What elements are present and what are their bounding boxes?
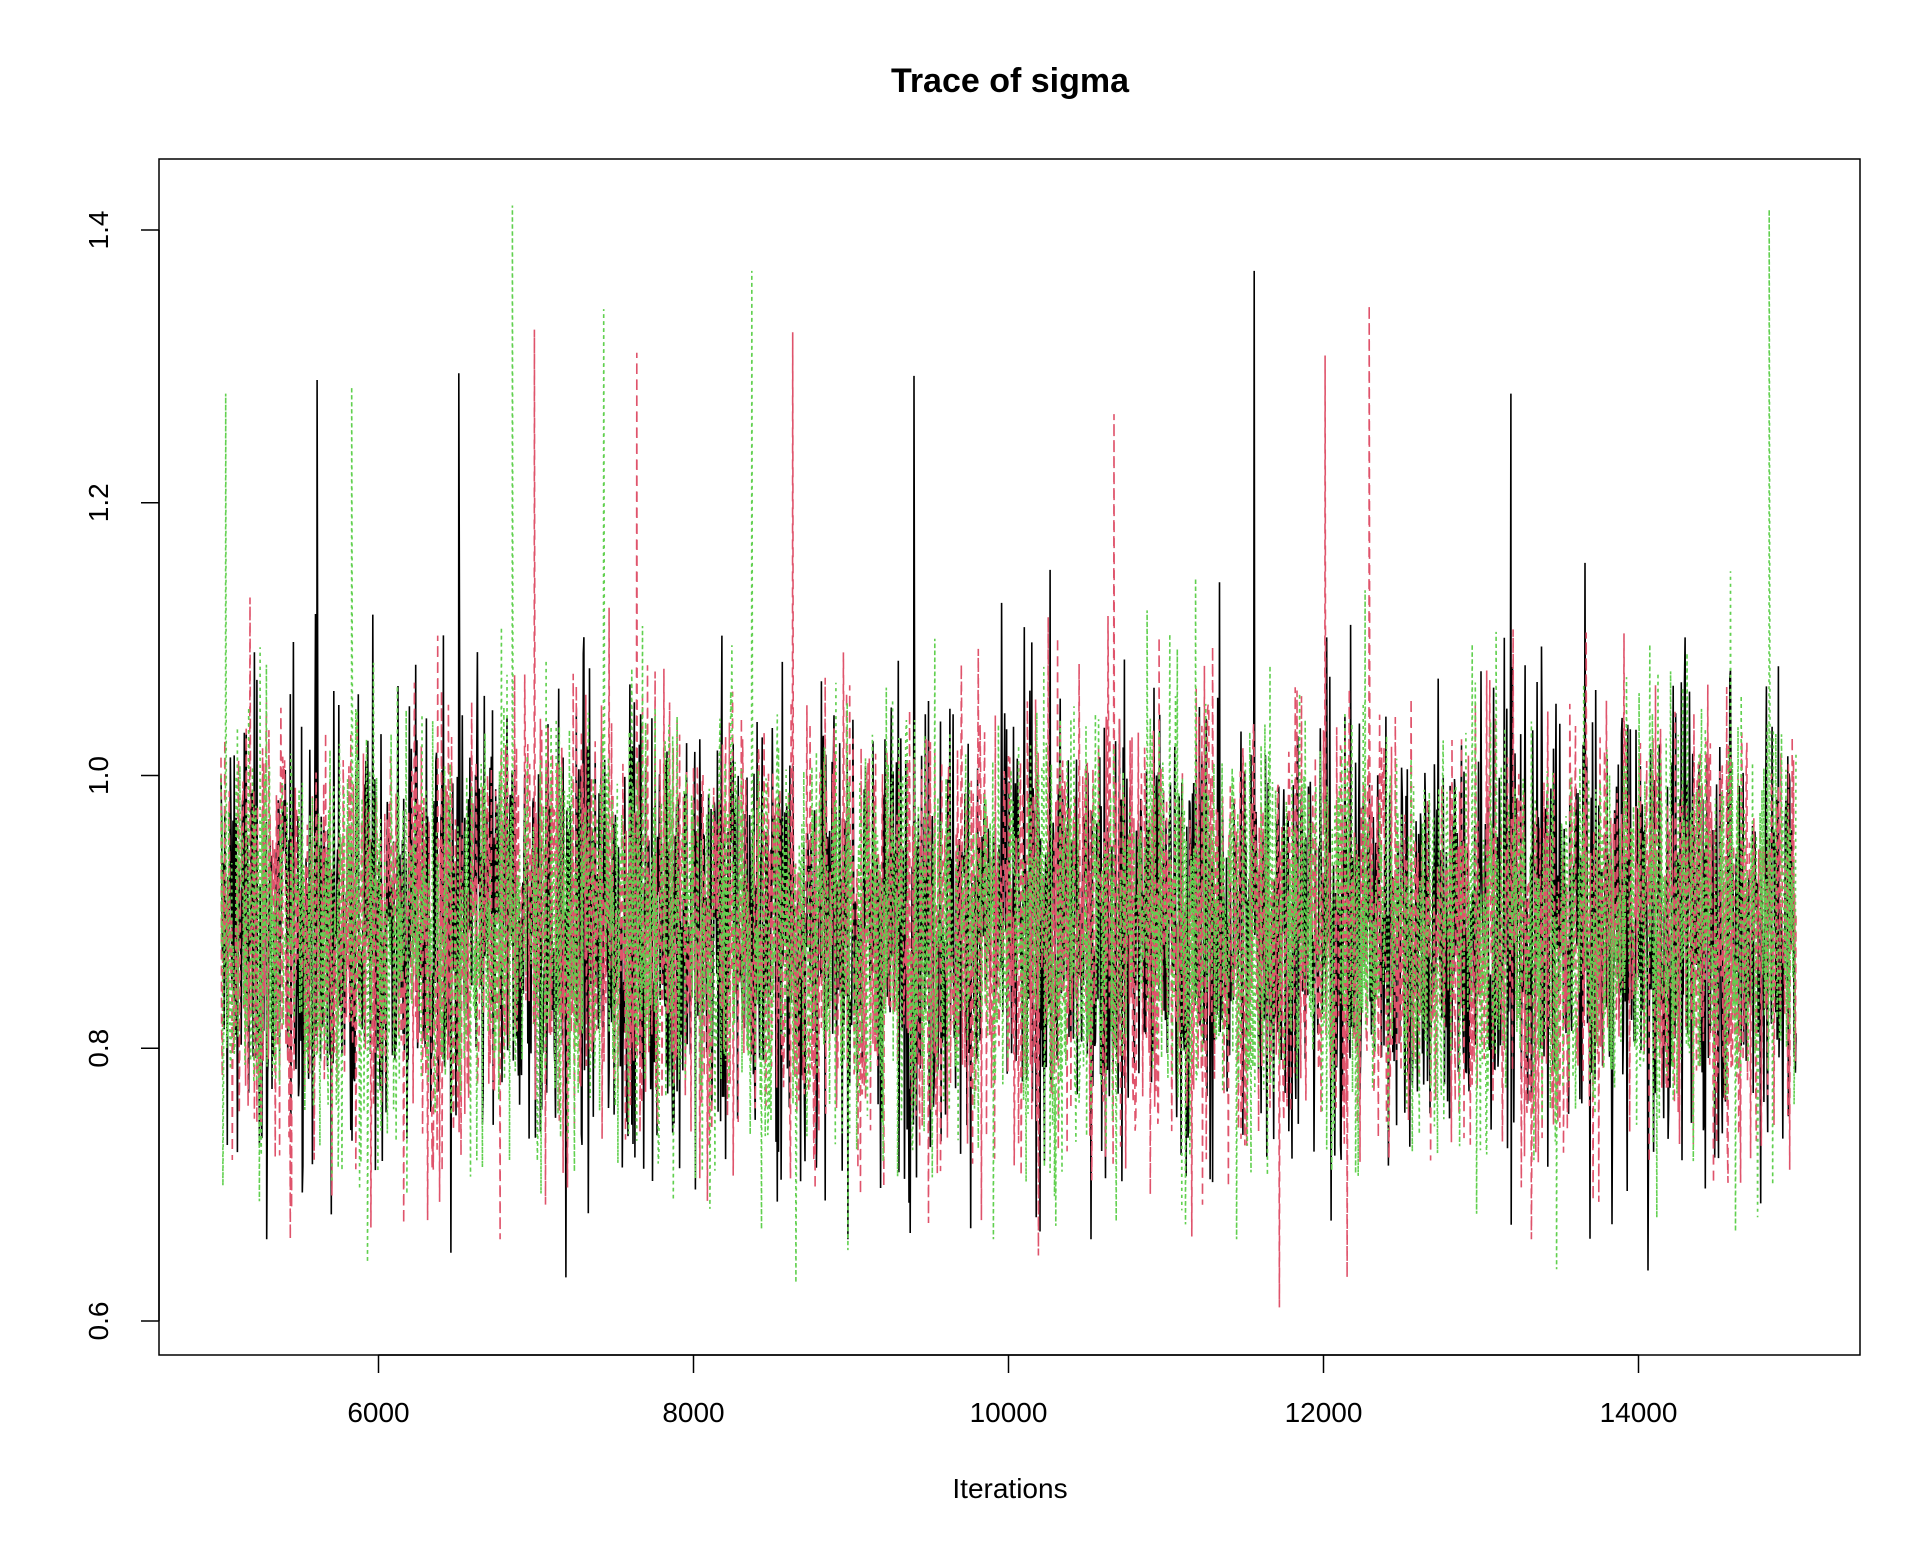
x-tick-label: 6000 xyxy=(347,1397,409,1428)
x-tick-label: 14000 xyxy=(1600,1397,1678,1428)
x-tick-label: 10000 xyxy=(970,1397,1048,1428)
axes: 6000 8000 10000 12000 14000 0.6 0.8 1.0 1.2 1.4 xyxy=(83,211,1677,1428)
x-tick-label: 12000 xyxy=(1285,1397,1363,1428)
trace-line xyxy=(220,304,1797,1308)
x-axis-label: Iterations xyxy=(952,1473,1067,1504)
x-tick-label: 8000 xyxy=(662,1397,724,1428)
series-layer xyxy=(220,205,1797,1308)
series-dashed xyxy=(220,304,1797,1308)
y-tick-label: 0.8 xyxy=(83,1029,114,1068)
y-tick-label: 1.4 xyxy=(83,211,114,250)
trace-line xyxy=(220,205,1797,1283)
y-tick-label: 1.0 xyxy=(83,756,114,795)
series-dotted xyxy=(220,205,1797,1283)
y-tick-label: 1.2 xyxy=(83,483,114,522)
y-tick-label: 0.6 xyxy=(83,1302,114,1341)
chart-title: Trace of sigma xyxy=(891,62,1130,100)
